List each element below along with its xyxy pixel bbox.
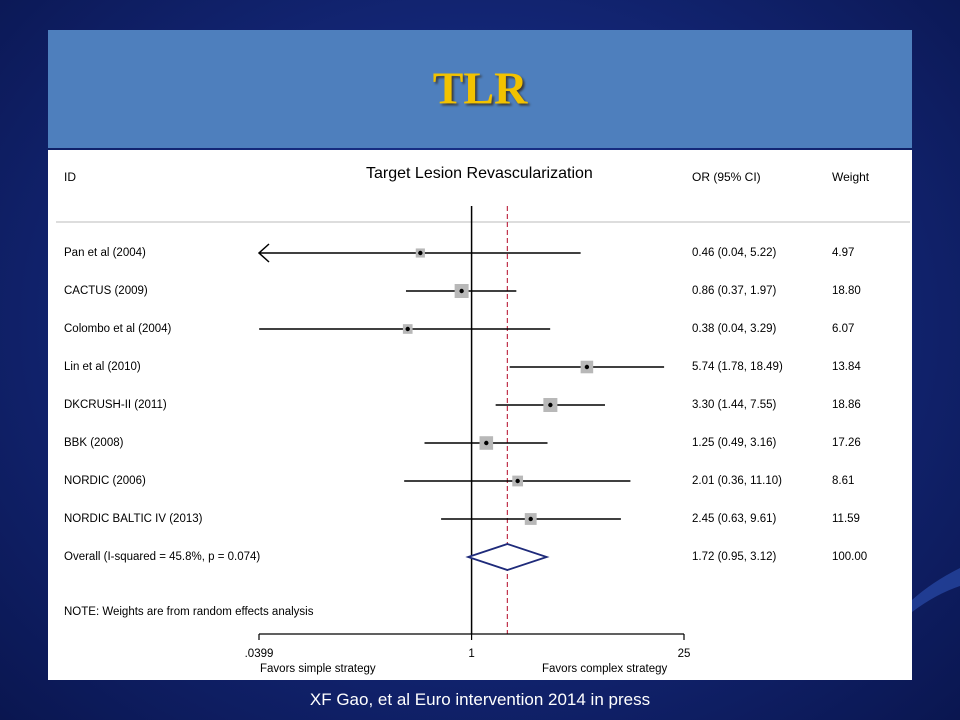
chart-title: Target Lesion Revascularization: [366, 165, 593, 182]
study-label: BBK (2008): [64, 437, 124, 449]
study-ci-text: 5.74 (1.78, 18.49): [692, 361, 783, 373]
study-label: Colombo et al (2004): [64, 323, 172, 335]
citation: XF Gao, et al Euro intervention 2014 in …: [309, 690, 651, 709]
study-ci-text: 2.01 (0.36, 11.10): [692, 475, 782, 487]
study-weight-text: 11.59: [832, 513, 860, 525]
decorative-swoosh: [912, 568, 960, 612]
study-point-estimate: [515, 478, 520, 484]
study-label: Pan et al (2004): [64, 247, 146, 259]
slide-title: TLR: [432, 62, 528, 114]
study-ci-text: 1.25 (0.49, 3.16): [692, 437, 777, 449]
study-point-estimate: [418, 250, 423, 256]
study-ci-text: 0.38 (0.04, 3.29): [692, 323, 777, 335]
study-label: DKCRUSH-II (2011): [64, 399, 167, 411]
x-tick-label: .0399: [245, 648, 274, 660]
overall-ci-text: 1.72 (0.95, 3.12): [692, 551, 777, 563]
study-weight-text: 8.61: [832, 475, 854, 487]
column-header-effect: OR (95% CI): [692, 170, 761, 184]
x-right-label: Favors complex strategy: [542, 663, 668, 675]
study-weight-text: 18.86: [832, 399, 861, 411]
study-weight-text: 17.26: [832, 437, 861, 449]
study-point-estimate: [548, 402, 553, 408]
study-label: CACTUS (2009): [64, 285, 148, 297]
study-label: Lin et al (2010): [64, 361, 141, 373]
study-label: NORDIC (2006): [64, 475, 146, 487]
x-tick-label: 1: [468, 648, 474, 660]
study-point-estimate: [405, 326, 410, 332]
study-point-estimate: [459, 288, 464, 294]
x-tick-label: 25: [678, 648, 691, 660]
study-weight-text: 6.07: [832, 323, 854, 335]
study-label: NORDIC BALTIC IV (2013): [64, 513, 203, 525]
overall-diamond: [465, 543, 550, 571]
study-ci-text: 3.30 (1.44, 7.55): [692, 399, 777, 411]
title-banner: TLR: [48, 30, 912, 148]
column-header-weight: Weight: [832, 170, 870, 184]
forest-plot: ID Target Lesion Revascularization OR (95%…: [56, 165, 910, 675]
study-point-estimate: [484, 440, 489, 446]
study-weight-text: 13.84: [832, 361, 861, 373]
forest-plot-panel: ID Target Lesion Revascularization OR (95%…: [48, 150, 912, 680]
x-left-label: Favors simple strategy: [260, 663, 376, 675]
ci-truncation-arrow: [257, 243, 270, 263]
column-header-id: ID: [64, 170, 76, 184]
study-ci-text: 0.86 (0.37, 1.97): [692, 285, 777, 297]
study-ci-text: 2.45 (0.63, 9.61): [692, 513, 777, 525]
study-point-estimate: [584, 364, 590, 370]
overall-weight-text: 100.00: [832, 551, 867, 563]
study-weight-text: 4.97: [832, 247, 854, 259]
weights-note: NOTE: Weights are from random effects an…: [64, 606, 314, 618]
study-ci-text: 0.46 (0.04, 5.22): [692, 247, 777, 259]
study-weight-text: 18.80: [832, 285, 861, 297]
overall-label: Overall (I-squared = 45.8%, p = 0.074): [64, 551, 260, 563]
study-point-estimate: [528, 516, 533, 522]
